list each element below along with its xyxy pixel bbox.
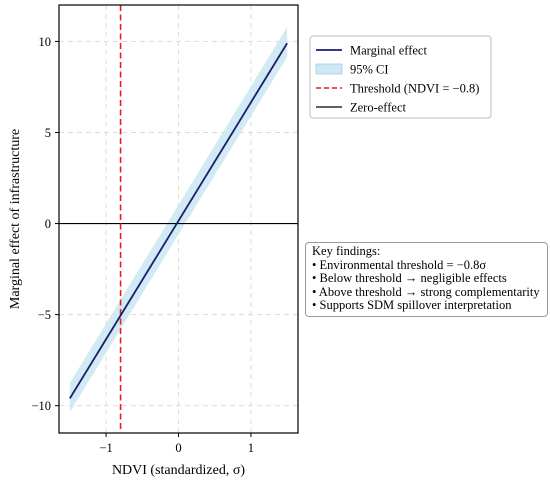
plot-area (59, 5, 298, 433)
y-tick-label: 0 (45, 217, 51, 231)
y-tick-label: 10 (39, 35, 52, 49)
x-tick-label: −1 (99, 441, 112, 455)
legend-swatch-ci (315, 63, 343, 75)
legend-label: Zero-effect (350, 101, 407, 115)
legend: Marginal effect 95% CI Threshold (NDVI = −… (309, 35, 492, 119)
x-tick-label: 0 (175, 441, 181, 455)
y-tick-label: −5 (38, 308, 51, 322)
legend-frame (309, 35, 492, 119)
x-tick-label: 1 (248, 441, 254, 455)
marginal-effect-line (69, 42, 288, 399)
key-findings-line: • Supports SDM spillover interpretation (312, 298, 512, 312)
key-findings-line: • Above threshold → strong complementari… (312, 284, 540, 299)
key-findings-box: Key findings: • Environmental threshold … (305, 242, 548, 317)
legend-label: 95% CI (350, 63, 389, 77)
x-axis-label: NDVI (standardized, σ) (112, 463, 245, 478)
key-findings-line: • Environmental threshold = −0.8σ (312, 257, 487, 272)
legend-label: Marginal effect (350, 44, 427, 58)
key-findings-line: • Below threshold → negligible effects (312, 271, 507, 285)
y-tick-label: 5 (45, 126, 51, 140)
y-tick-label: −10 (31, 399, 51, 413)
key-findings-line: Key findings: (312, 244, 381, 258)
legend-label: Threshold (NDVI = −0.8) (350, 82, 479, 96)
y-axis-label: Marginal effect of infrastructure (8, 129, 23, 309)
